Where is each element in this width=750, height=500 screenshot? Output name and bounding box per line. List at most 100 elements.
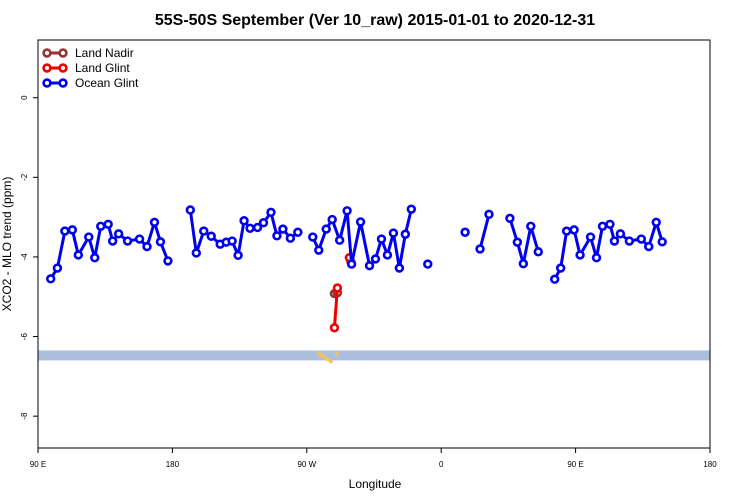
ocean-glint-point (96, 221, 106, 231)
ocean-glint-point (252, 222, 263, 233)
ocean-glint-point (134, 234, 145, 244)
ocean-glint-point (423, 259, 433, 269)
plot-frame (37, 39, 711, 449)
y-tick-label: -6 (20, 332, 29, 340)
band-point (328, 359, 333, 364)
legend-swatch-point (58, 63, 68, 73)
ocean-glint-point (258, 218, 269, 228)
ocean-glint-point (382, 250, 393, 260)
x-tick-label: 180 (703, 460, 717, 469)
ocean-glint-point (644, 241, 654, 252)
band-point (316, 351, 321, 356)
ocean-glint-point (484, 209, 494, 220)
ocean-glint-point (364, 260, 375, 271)
ocean-glint-point (84, 232, 94, 242)
legend-swatch-point (58, 78, 68, 88)
x-tick-label: 180 (166, 460, 180, 469)
ocean-glint-point (512, 237, 523, 247)
x-tick-label: 90 W (297, 460, 316, 469)
legend-item-land-nadir: Land Nadir (42, 46, 134, 60)
legend-label: Ocean Glint (75, 76, 139, 90)
ocean-glint-point (605, 219, 615, 229)
legend-swatch-point (42, 78, 52, 88)
ocean-glint-point (227, 236, 237, 246)
ocean-glint-point (155, 237, 166, 247)
land-glint-point (329, 323, 340, 333)
legend-item-land-glint: Land Glint (42, 61, 130, 75)
ocean-glint-point (67, 225, 78, 235)
ocean-glint-point (615, 229, 626, 239)
y-tick-label: 0 (20, 95, 29, 100)
ocean-glint-point (657, 237, 667, 247)
y-tick-label: -2 (20, 173, 29, 181)
ocean-glint-point (272, 231, 282, 241)
ocean-glint-point (239, 216, 249, 226)
ocean-glint-point (651, 217, 661, 228)
ocean-glint-point (73, 250, 84, 260)
ocean-glint-point (609, 236, 620, 246)
ocean-glint-point (142, 241, 152, 252)
y-tick-label: -8 (20, 412, 29, 420)
ocean-glint-point (122, 236, 133, 246)
ocean-glint-point (346, 259, 357, 269)
ocean-glint-point (526, 221, 536, 231)
ocean-glint-point (370, 254, 381, 264)
ocean-glint-point (293, 227, 303, 237)
band-point (322, 355, 327, 360)
ocean-glint-point (585, 232, 596, 242)
ocean-glint-point (569, 225, 579, 235)
x-tick-label: 0 (439, 460, 444, 469)
y-axis: 0 -2 -4 -6 -8 (20, 95, 38, 420)
land-glint-line (332, 287, 339, 328)
y-tick-label: -4 (20, 253, 29, 261)
ocean-glint-point (518, 259, 529, 269)
ocean-glint-point (113, 229, 124, 239)
ocean-glint-point (285, 233, 296, 243)
ocean-glint-point (376, 234, 387, 244)
ocean-glint-point (505, 213, 515, 224)
ocean-glint-point (206, 231, 216, 241)
ocean-glint-point (149, 217, 160, 228)
ocean-glint-point (460, 227, 470, 237)
legend-label: Land Glint (75, 61, 130, 75)
ocean-glint-point (278, 224, 288, 234)
ocean-glint-point (400, 229, 411, 239)
ocean-glint-point (624, 236, 635, 246)
ocean-glint-point (597, 221, 608, 231)
ocean-glint-point (45, 274, 56, 284)
ocean-glint-point (636, 234, 647, 244)
ocean-glint-point (549, 274, 560, 284)
y-axis-label: XCO2 - MLO trend (ppm) (0, 177, 14, 312)
x-tick-label: 90 E (30, 460, 46, 469)
ocean-glint-point (321, 224, 331, 234)
series-ocean-glint (45, 204, 667, 284)
x-axis-label: Longitude (349, 477, 402, 491)
ocean-glint-point (533, 247, 543, 257)
ocean-glint-line (478, 213, 491, 250)
ocean-glint-point (555, 263, 566, 273)
ocean-glint-point (327, 214, 337, 225)
ocean-glint-point (199, 226, 209, 236)
ocean-glint-point (406, 204, 417, 214)
reference-band (38, 350, 710, 361)
ocean-glint-point (52, 263, 63, 273)
ocean-glint-point (591, 253, 602, 263)
ocean-glint-point (191, 248, 201, 258)
ocean-glint-point (308, 232, 318, 242)
band-layer (38, 350, 710, 364)
x-axis: 90 E 180 90 W 0 90 E 180 (30, 448, 717, 469)
ocean-glint-point (388, 228, 399, 238)
ocean-glint-point (355, 217, 366, 227)
chart-title: 55S-50S September (Ver 10_raw) 2015-01-0… (155, 12, 595, 29)
ocean-glint-point (185, 205, 196, 215)
ocean-glint-point (107, 236, 118, 246)
ocean-glint-line (311, 208, 413, 270)
legend-swatch-point (42, 48, 52, 58)
ocean-glint-point (233, 250, 243, 261)
land-glint-point (332, 283, 343, 293)
ocean-glint-point (266, 207, 276, 218)
ocean-glint-point (103, 219, 113, 229)
